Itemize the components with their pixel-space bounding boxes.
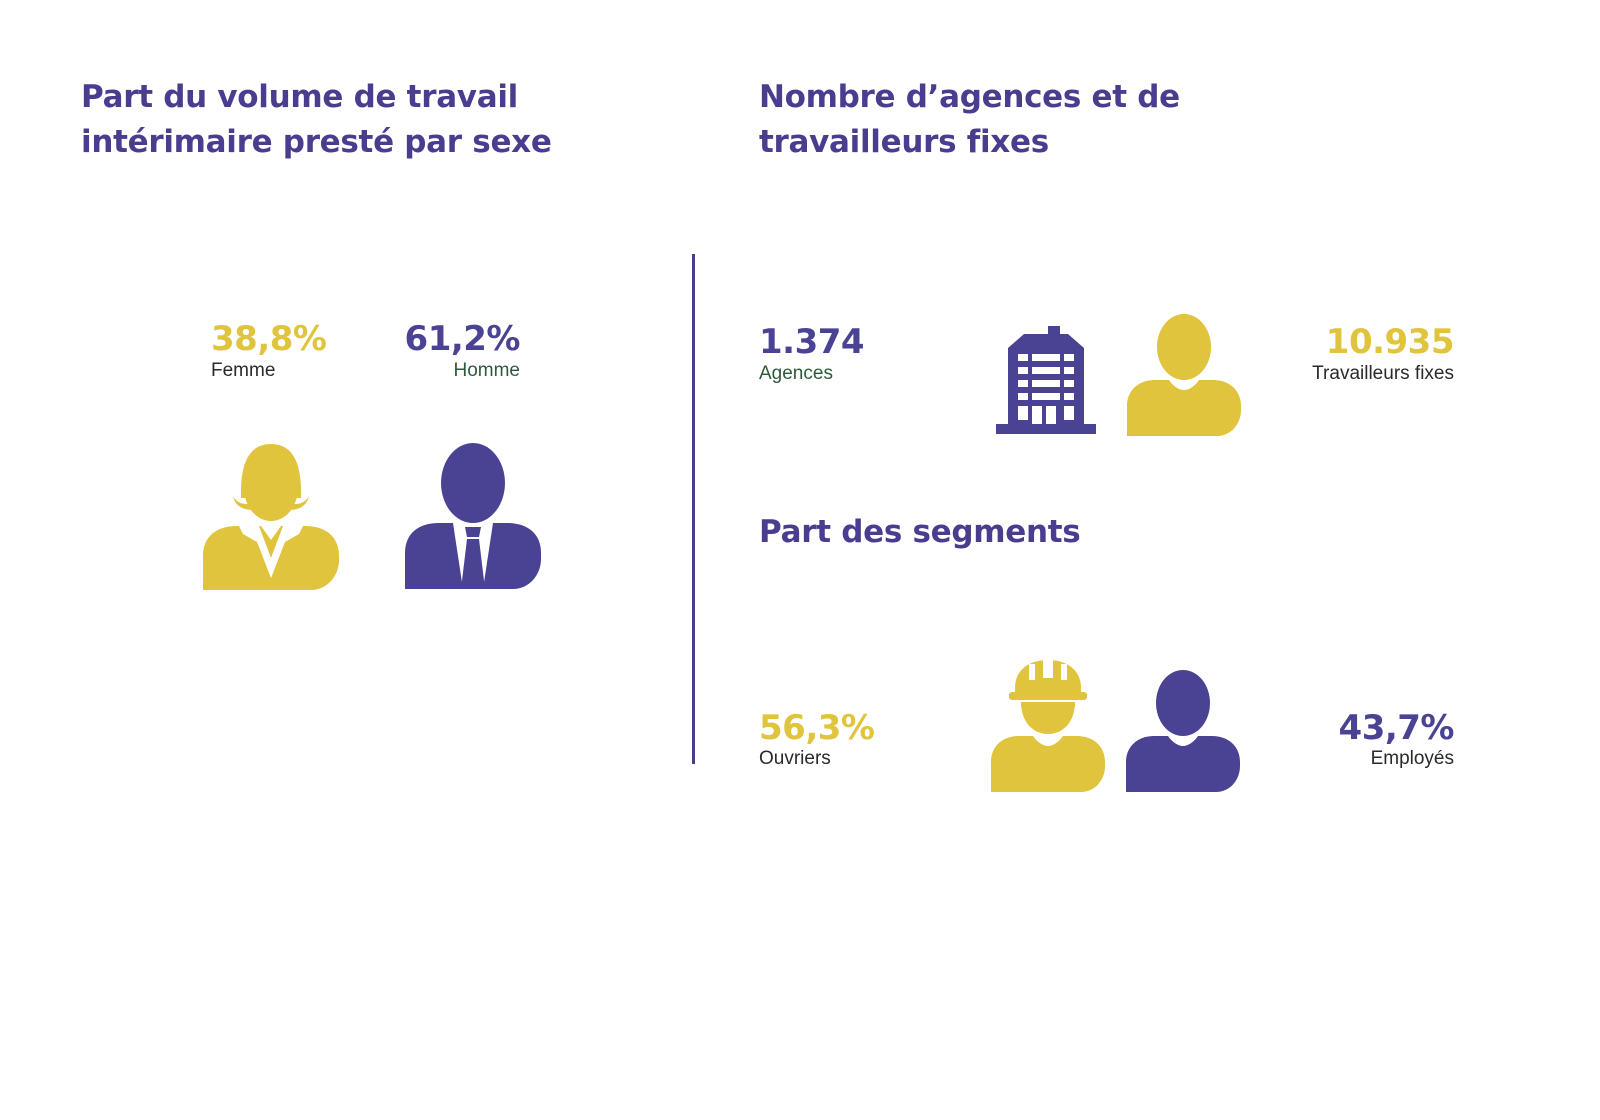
employes-value: 43,7% (1338, 708, 1455, 748)
ouvriers-value: 56,3% (759, 708, 875, 748)
agences-label: Agences (759, 363, 833, 384)
fixes-label: Travailleurs fixes (1312, 363, 1454, 384)
woman-icon (203, 444, 339, 590)
man-icon (405, 443, 541, 589)
employes-label: Employés (1370, 748, 1454, 769)
segments-title: Part des segments (759, 514, 1081, 550)
femme-label: Femme (211, 360, 276, 381)
femme-value: 38,8% (211, 319, 327, 359)
title-line: travailleurs fixes (759, 124, 1049, 160)
homme-value: 61,2% (404, 319, 521, 359)
title-line: Nombre d’agences et de (759, 79, 1180, 115)
ouvriers-label: Ouvriers (759, 748, 831, 769)
agences-value: 1.374 (759, 322, 865, 362)
fixes-value: 10.935 (1325, 322, 1455, 362)
employee-icon (1126, 670, 1240, 792)
title-line: intérimaire presté par sexe (81, 124, 552, 160)
right-panel-title: Nombre d’agences et de travailleurs fixe… (759, 75, 1180, 165)
worker-hardhat-icon (991, 660, 1105, 792)
title-line: Part du volume de travail (81, 79, 518, 115)
person-icon (1127, 314, 1241, 436)
vertical-divider (692, 254, 695, 764)
building-icon (996, 326, 1096, 434)
homme-label: Homme (453, 360, 520, 381)
left-panel-title: Part du volume de travail intérimaire pr… (81, 75, 552, 165)
